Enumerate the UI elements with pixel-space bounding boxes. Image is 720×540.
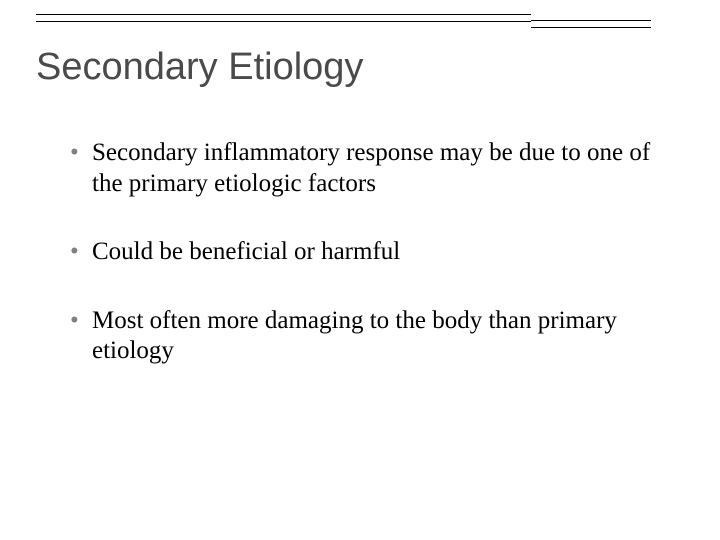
bullet-list: Secondary inflammatory response may be d… (70, 138, 660, 405)
decorative-top-rule (36, 7, 684, 29)
slide: Secondary Etiology Secondary inflammator… (0, 0, 720, 540)
slide-title: Secondary Etiology (36, 46, 363, 89)
bullet-item: Could be beneficial or harmful (70, 237, 660, 268)
rule-segment-light (431, 14, 531, 22)
bullet-item: Secondary inflammatory response may be d… (70, 138, 660, 199)
bullet-item: Most often more damaging to the body tha… (70, 306, 660, 367)
rule-segment-dark (36, 14, 431, 22)
rule-segment-tail (531, 20, 651, 28)
